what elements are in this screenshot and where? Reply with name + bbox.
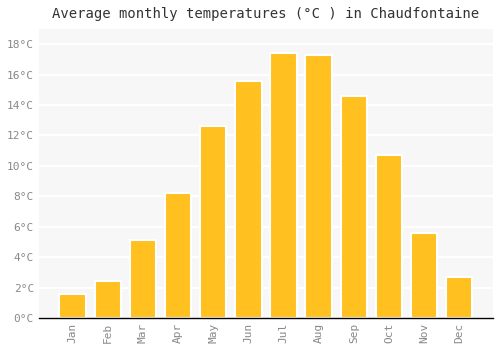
Bar [235,81,262,318]
Bar [60,294,86,318]
Bar [376,155,402,318]
Bar [200,126,226,318]
Bar [130,240,156,318]
Title: Average monthly temperatures (°C ) in Chaudfontaine: Average monthly temperatures (°C ) in Ch… [52,7,480,21]
Bar [340,96,367,318]
Bar [411,233,438,318]
Bar [165,193,191,318]
Bar [94,281,121,318]
Bar [270,54,296,318]
Bar [446,277,472,318]
Bar [306,55,332,318]
